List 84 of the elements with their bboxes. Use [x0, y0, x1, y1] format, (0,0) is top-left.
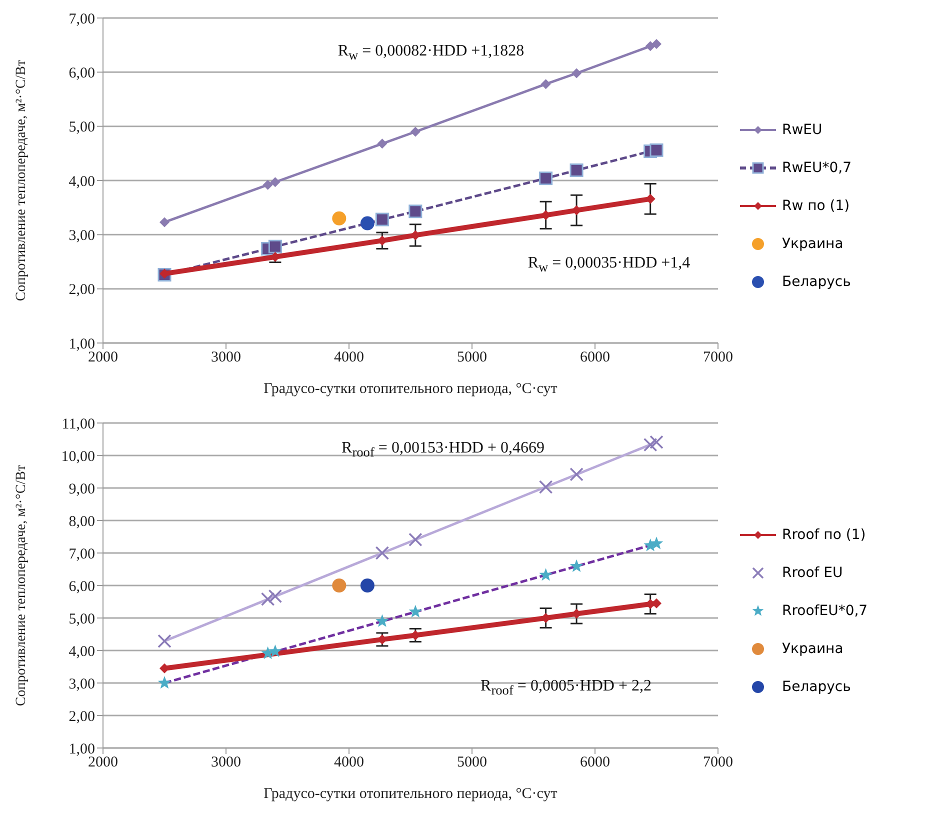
x-tick-label: 6000	[580, 350, 610, 366]
y-tick-label: 1,00	[68, 336, 95, 352]
annotation: R$_{w}$ = 0,00035·HDD +1,4	[528, 254, 690, 276]
y-tick-label: 5,00	[68, 611, 95, 628]
point	[262, 180, 273, 190]
point	[261, 646, 274, 660]
legend-label: RwEU*0,7	[782, 160, 852, 176]
y-tick-label: 10,00	[61, 448, 95, 465]
y-axis-title: Сопротивление теплопередаче, м²·°С/Вт	[14, 464, 29, 706]
x-axis-title: Градусо-сутки отопительного периода, °C·сут	[264, 381, 558, 397]
point	[332, 578, 346, 592]
point	[643, 438, 658, 452]
y-tick-label: 4,00	[68, 644, 95, 660]
point	[570, 559, 584, 572]
point	[260, 592, 275, 606]
point	[650, 435, 664, 450]
point	[408, 204, 422, 218]
point	[332, 211, 346, 226]
legend-label: Rw по (1)	[782, 198, 850, 214]
point	[360, 216, 374, 230]
y-tick-label: 9,00	[68, 481, 95, 498]
point	[645, 41, 656, 52]
y-tick-label: 11,00	[62, 416, 95, 432]
point	[376, 614, 389, 627]
point	[377, 138, 388, 149]
x-tick-label: 2000	[88, 350, 118, 366]
y-tick-label: 3,00	[68, 676, 95, 692]
x-axis-title: Градусо-сутки отопительного периода, °С·сут	[264, 786, 558, 802]
point	[375, 546, 390, 560]
point	[158, 634, 172, 648]
x-tick-label: 7000	[703, 754, 733, 771]
point	[570, 467, 584, 482]
x-tick-label: 5000	[457, 350, 487, 366]
point	[268, 240, 282, 254]
legend-label: Украина	[782, 236, 844, 252]
x-tick-label: 4000	[334, 754, 364, 771]
point	[360, 578, 374, 592]
legend-label: Rroof по (1)	[782, 526, 866, 542]
legend-label: RwEU	[782, 122, 822, 138]
y-tick-label: 5,00	[68, 120, 95, 136]
point	[160, 217, 170, 228]
point	[268, 644, 282, 658]
point	[268, 589, 282, 604]
y-axis-title: Сопротивление теплопередаче, м²·°С/Вт	[14, 60, 29, 302]
point	[408, 604, 422, 618]
y-tick-label: 6,00	[68, 578, 95, 595]
point	[540, 79, 551, 90]
x-tick-label: 7000	[703, 350, 733, 366]
annotation: R$_{roof}$ = 0,00153·HDD + 0,4669	[342, 439, 544, 461]
point	[410, 126, 420, 137]
legend-label: Украина	[782, 640, 844, 656]
y-tick-label: 6,00	[68, 65, 95, 82]
point	[650, 536, 664, 550]
point	[652, 39, 662, 49]
x-tick-label: 4000	[334, 350, 364, 366]
annotation: R$_{roof}$ = 0,0005·HDD + 2,2	[480, 677, 652, 699]
point	[158, 676, 172, 689]
y-tick-label: 4,00	[68, 174, 95, 190]
y-tick-label: 2,00	[68, 708, 95, 725]
y-tick-label: 3,00	[68, 228, 95, 244]
point	[539, 568, 552, 581]
point	[539, 172, 553, 186]
point	[650, 143, 664, 157]
y-tick-label: 7,00	[68, 546, 95, 562]
legend-label: Беларусь	[782, 678, 851, 694]
x-tick-label: 6000	[580, 754, 610, 771]
legend-label: Беларусь	[782, 274, 851, 290]
point	[570, 163, 584, 177]
legend-label: Rroof EU	[782, 564, 843, 580]
y-tick-label: 1,00	[68, 741, 95, 758]
point	[270, 177, 280, 188]
point	[375, 212, 389, 226]
point	[408, 532, 422, 547]
y-tick-label: 8,00	[68, 514, 95, 530]
annotation: R$_{w}$ = 0,00082·HDD +1,1828	[338, 42, 524, 64]
x-tick-label: 3000	[211, 754, 241, 771]
x-tick-label: 2000	[88, 754, 118, 771]
y-tick-label: 2,00	[68, 282, 95, 298]
legend-label: RroofEU*0,7	[782, 602, 868, 618]
point	[538, 480, 553, 494]
x-tick-label: 5000	[457, 754, 487, 771]
point	[572, 68, 582, 78]
y-tick-label: 7,00	[68, 11, 95, 28]
x-tick-label: 3000	[211, 350, 241, 366]
